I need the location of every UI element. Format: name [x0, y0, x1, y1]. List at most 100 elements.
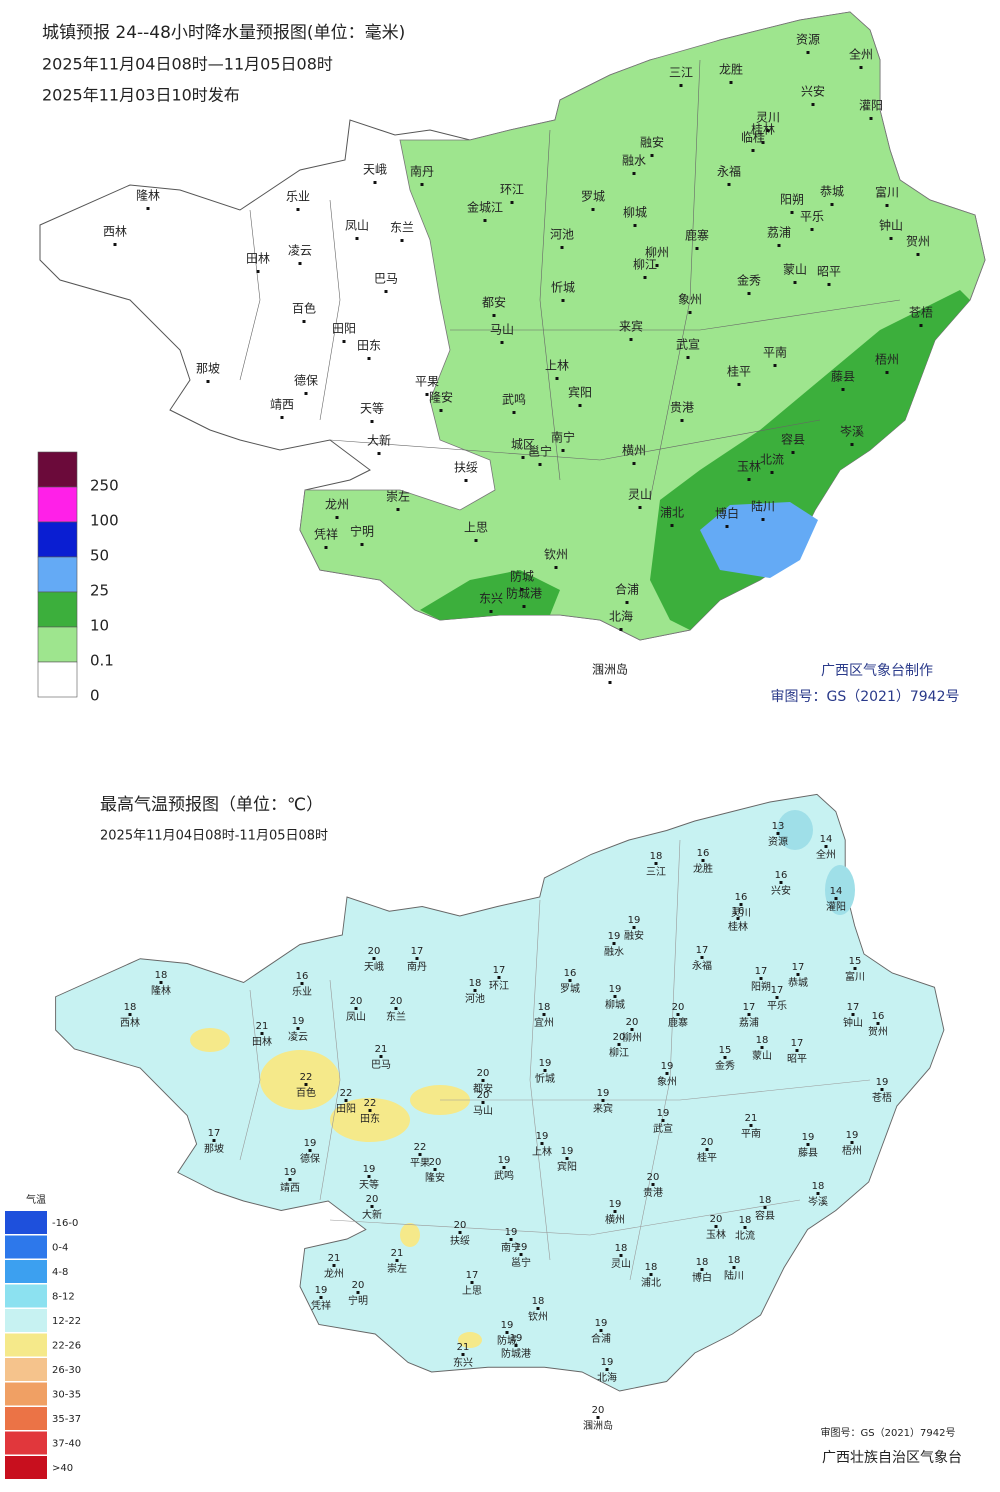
station-temp: 20 — [613, 1032, 626, 1043]
city-label: 西林 — [103, 225, 127, 239]
city-dot — [555, 377, 559, 380]
station-temp: 20 — [352, 1280, 365, 1291]
station-dot — [379, 1055, 383, 1058]
city-label: 那坡 — [196, 362, 220, 376]
precip-map — [39, 11, 986, 641]
station-name: 钦州 — [528, 1311, 548, 1323]
station-temp: 21 — [745, 1113, 758, 1124]
station-name: 河池 — [465, 992, 485, 1005]
legend-label: 4-8 — [52, 1267, 68, 1278]
temp-legend-title: 气温 — [26, 1193, 46, 1206]
legend-label: >40 — [52, 1463, 73, 1474]
city-label: 田林 — [246, 252, 270, 266]
city-dot — [811, 103, 815, 106]
station-dot — [834, 897, 838, 900]
city-dot — [751, 149, 755, 152]
city-label: 永福 — [717, 164, 741, 179]
station-dot — [880, 1088, 884, 1091]
city-label: 陆川 — [751, 499, 775, 514]
station-dot — [613, 995, 617, 998]
city-dot — [777, 244, 781, 247]
city-dot — [400, 239, 404, 242]
city-dot — [464, 479, 468, 482]
station-temp: 20 — [672, 1002, 685, 1013]
city-label: 浦北 — [660, 506, 684, 520]
city-dot — [632, 462, 636, 465]
station-temp: 15 — [849, 956, 862, 967]
station-name: 那坡 — [204, 1142, 224, 1155]
station-dot — [356, 1291, 360, 1294]
station-name: 平南 — [741, 1127, 761, 1140]
city-dot — [500, 341, 504, 344]
city-dot — [680, 419, 684, 422]
station-temp: 18 — [728, 1255, 741, 1266]
station-dot — [543, 1069, 547, 1072]
station-temp: 20 — [592, 1405, 605, 1416]
city-label: 德保 — [294, 373, 318, 388]
station-dot — [354, 1007, 358, 1010]
legend-label: 10 — [90, 617, 109, 635]
rain-10-25 — [420, 290, 970, 630]
station-name: 百色 — [296, 1086, 316, 1099]
legend-label: 37-40 — [52, 1439, 81, 1450]
city-label: 合浦 — [615, 582, 639, 597]
station-temp: 19 — [601, 1357, 614, 1368]
station-dot — [743, 1226, 747, 1229]
temp-credit: 广西壮族自治区气象台 — [822, 1450, 962, 1466]
city-dot — [650, 154, 654, 157]
city-dot — [727, 183, 731, 186]
station-name: 都安 — [473, 1082, 493, 1095]
city-dot — [425, 393, 429, 396]
station-temp: 18 — [756, 1035, 769, 1046]
station-name: 贺州 — [868, 1026, 888, 1038]
legend-swatch — [5, 1358, 47, 1381]
city-label: 临桂 — [741, 130, 765, 145]
station-name: 龙州 — [324, 1267, 344, 1280]
station-name: 昭平 — [787, 1053, 807, 1065]
city-dot — [729, 81, 733, 84]
station-dot — [617, 1043, 621, 1046]
city-label: 钦州 — [544, 548, 568, 562]
station-dot — [619, 1254, 623, 1257]
city-label: 容县 — [781, 432, 805, 447]
city-label: 龙胜 — [719, 62, 743, 77]
city-label: 融水 — [622, 154, 646, 168]
station-dot — [651, 1183, 655, 1186]
station-name: 宁明 — [348, 1294, 368, 1307]
station-dot — [540, 1142, 544, 1145]
station-dot — [723, 1056, 727, 1059]
station-name: 来宾 — [593, 1102, 613, 1115]
station-temp: 19 — [802, 1132, 815, 1143]
station-temp: 17 — [791, 1038, 804, 1049]
station-name: 武宣 — [653, 1122, 673, 1135]
station-name: 柳江 — [609, 1046, 629, 1059]
station-temp: 16 — [735, 892, 748, 903]
city-label: 柳州 — [645, 246, 669, 260]
city-dot — [619, 628, 623, 631]
station-name: 西林 — [120, 1016, 140, 1029]
city-label: 百色 — [292, 302, 316, 316]
station-temp: 21 — [375, 1044, 388, 1055]
city-dot — [560, 246, 564, 249]
city-label: 柳江 — [633, 258, 657, 272]
city-label: 昭平 — [817, 265, 841, 279]
city-dot — [791, 451, 795, 454]
station-name: 巴马 — [371, 1059, 391, 1071]
station-name: 田林 — [252, 1035, 272, 1048]
station-dot — [542, 1013, 546, 1016]
city-label: 乐业 — [286, 190, 310, 204]
station-dot — [308, 1149, 312, 1152]
station-temp: 17 — [696, 945, 709, 956]
city-label: 宁明 — [350, 524, 374, 539]
city-label: 资源 — [796, 33, 820, 47]
city-dot — [373, 181, 377, 184]
station-name: 宜州 — [534, 1016, 554, 1029]
station-temp: 19 — [628, 915, 641, 926]
station-temp: 17 — [411, 946, 424, 957]
station-name: 天峨 — [364, 961, 384, 973]
city-dot — [688, 311, 692, 314]
city-dot — [396, 508, 400, 511]
station-name: 田阳 — [336, 1103, 356, 1115]
legend-swatch — [37, 661, 78, 698]
